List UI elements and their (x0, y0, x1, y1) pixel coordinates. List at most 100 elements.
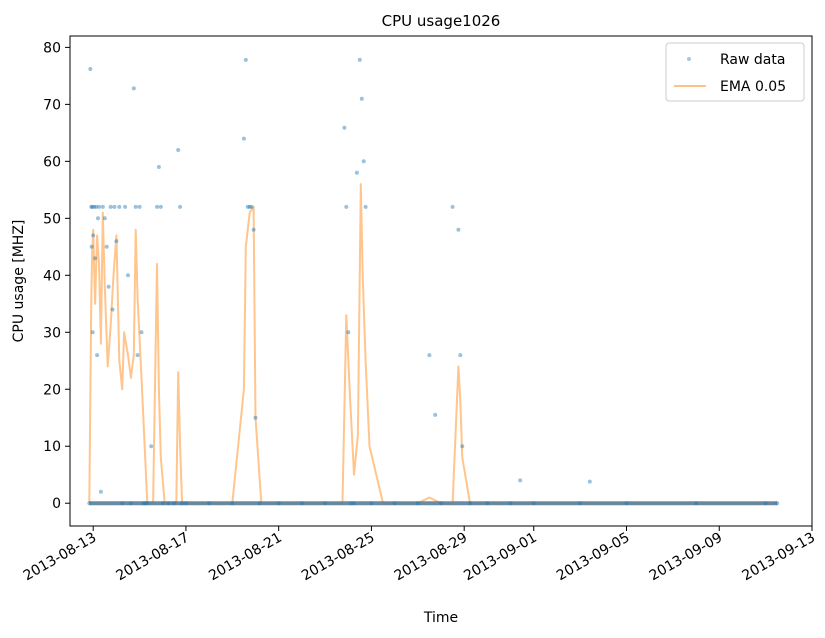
legend-label-raw: Raw data (720, 52, 785, 68)
raw-point (98, 489, 103, 494)
raw-point (392, 501, 397, 506)
raw-point (96, 216, 100, 221)
chart-title: CPU usage1026 (382, 12, 501, 30)
raw-point (108, 204, 113, 209)
y-tick-label: 0 (52, 496, 61, 512)
y-tick-label: 10 (43, 439, 61, 455)
raw-point (485, 501, 490, 506)
y-tick-label: 20 (43, 382, 61, 398)
raw-point (230, 501, 235, 506)
raw-point (253, 415, 258, 420)
raw-point (100, 204, 105, 209)
raw-point (624, 501, 629, 506)
raw-point (346, 330, 351, 335)
legend-marker-raw (687, 57, 691, 61)
raw-point (90, 204, 95, 209)
raw-point (87, 501, 92, 506)
raw-point (89, 204, 94, 209)
raw-point (587, 479, 592, 484)
raw-point (468, 501, 472, 506)
raw-point (450, 204, 455, 209)
y-tick-label: 40 (43, 268, 61, 284)
y-tick-label: 80 (43, 40, 61, 56)
raw-point (133, 204, 138, 209)
raw-point (508, 501, 513, 506)
raw-point (775, 501, 780, 506)
raw-point (276, 501, 281, 506)
raw-point (180, 501, 185, 506)
y-axis-label: CPU usage [MHZ] (11, 220, 27, 343)
raw-point (141, 501, 146, 506)
raw-point (104, 244, 109, 249)
raw-point (183, 501, 188, 506)
legend-label-ema: EMA 0.05 (720, 79, 786, 95)
raw-point (251, 227, 256, 232)
raw-point (95, 353, 100, 358)
raw-point (128, 501, 133, 506)
raw-point (207, 501, 212, 506)
raw-point (531, 501, 536, 506)
raw-point (93, 256, 98, 261)
raw-point (518, 478, 523, 483)
raw-point (97, 204, 101, 209)
raw-point (458, 353, 463, 358)
raw-point (439, 501, 443, 506)
raw-point (156, 165, 161, 169)
raw-point (456, 227, 461, 232)
raw-point (172, 501, 177, 506)
raw-point (359, 96, 364, 101)
y-tick-label: 30 (43, 325, 61, 341)
raw-point (247, 204, 252, 209)
raw-point (342, 125, 347, 130)
raw-point (137, 204, 142, 209)
raw-point (91, 233, 96, 238)
raw-point (88, 67, 93, 71)
raw-point (90, 330, 95, 335)
raw-point (176, 148, 181, 152)
raw-point (763, 501, 768, 506)
raw-point (361, 159, 366, 164)
raw-point (344, 204, 349, 209)
y-tick-label: 60 (43, 154, 61, 170)
raw-point (245, 204, 250, 209)
raw-point (102, 216, 107, 221)
raw-point (117, 204, 122, 209)
raw-point (323, 501, 328, 506)
legend: Raw data EMA 0.05 (665, 42, 805, 102)
raw-point (92, 204, 97, 209)
raw-point (126, 273, 130, 278)
raw-point (369, 501, 374, 506)
raw-point (155, 204, 159, 209)
raw-point (357, 57, 362, 62)
raw-point (241, 136, 246, 141)
raw-point (578, 501, 583, 506)
y-tick-label: 50 (43, 211, 61, 227)
raw-point (149, 444, 154, 449)
raw-point (166, 501, 171, 506)
raw-point (89, 244, 94, 249)
x-axis-label: Time (423, 610, 458, 626)
raw-point (178, 204, 183, 209)
raw-point (135, 353, 140, 358)
raw-point (120, 501, 125, 506)
raw-point (460, 444, 465, 449)
raw-point (427, 353, 432, 358)
raw-point (131, 86, 136, 91)
raw-series (87, 57, 780, 506)
raw-point (363, 204, 368, 209)
raw-point (112, 204, 117, 209)
raw-point (94, 204, 99, 209)
plot-frame (69, 35, 813, 527)
raw-point (257, 501, 262, 506)
raw-point (694, 501, 699, 506)
raw-point (158, 204, 163, 209)
raw-point (139, 330, 144, 335)
raw-point (299, 501, 304, 506)
raw-point (352, 501, 356, 506)
raw-point (114, 239, 119, 244)
y-tick-label: 70 (43, 97, 61, 113)
raw-point (145, 501, 150, 506)
raw-point (433, 412, 438, 417)
raw-point (143, 501, 148, 506)
